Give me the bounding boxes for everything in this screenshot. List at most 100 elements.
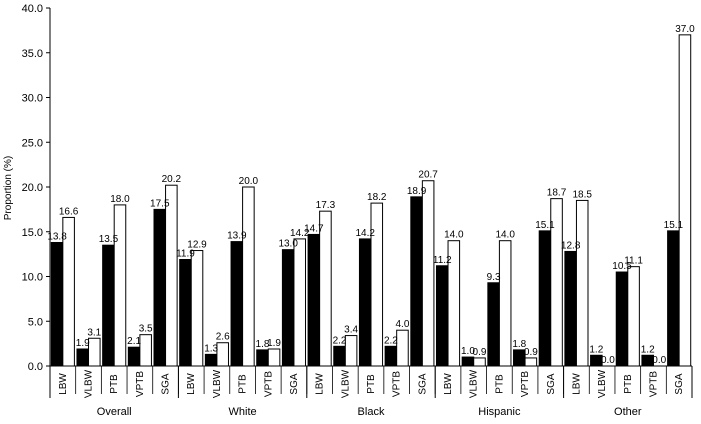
bar-series-1	[435, 265, 449, 367]
bar-series-2	[678, 34, 692, 367]
bar-series-1	[230, 241, 244, 367]
data-label: 14.2	[290, 228, 310, 239]
bar-series-1	[487, 282, 500, 367]
category-label: VLBW	[469, 369, 480, 398]
data-label: 0.9	[473, 347, 487, 358]
data-label: 14.0	[444, 230, 464, 241]
bar-series-2	[575, 199, 589, 367]
data-labels: 13.816.61.93.113.518.02.13.517.520.211.9…	[47, 24, 695, 366]
group-label: Overall	[97, 406, 132, 418]
category-label: VLBW	[84, 369, 95, 398]
data-label: 9.3	[487, 272, 501, 283]
category-label: LBW	[571, 373, 582, 395]
y-tick-label: 10.0	[22, 272, 43, 284]
data-label: 20.2	[162, 174, 182, 185]
bar-series-2	[190, 250, 204, 367]
data-label: 12.9	[187, 240, 207, 251]
category-label: LBW	[315, 373, 326, 395]
data-label: 18.9	[407, 186, 427, 197]
bar-series-2	[88, 337, 101, 367]
bar-series-1	[76, 348, 90, 367]
category-label: LBW	[443, 373, 454, 395]
x-axis: LBW VLBW PTB VPTB SGA Overall LBW VLBW PTB VPTB SG…	[49, 365, 693, 418]
data-label: 15.1	[535, 220, 555, 231]
data-label: 13.9	[227, 231, 247, 242]
data-label: 12.8	[561, 240, 581, 251]
category-label: VLBW	[340, 369, 351, 398]
category-label: PTB	[623, 374, 634, 394]
data-label: 1.3	[204, 343, 218, 354]
category-label: PTB	[238, 374, 249, 394]
data-label: 14.7	[304, 223, 324, 234]
group-label: Black	[358, 406, 385, 418]
bar-series-2	[396, 329, 409, 367]
category-label: VLBW	[597, 369, 608, 398]
bar-series-1	[127, 346, 141, 367]
data-label: 0.0	[601, 355, 615, 366]
data-label: 1.0	[461, 346, 475, 357]
bar-series-2	[627, 266, 640, 367]
data-label: 18.7	[547, 188, 567, 199]
bar-series-1	[358, 238, 372, 367]
bar-series-2	[242, 186, 255, 367]
bar-series-1	[410, 196, 423, 367]
y-tick-label: 5.0	[28, 316, 43, 328]
group-label: Hispanic	[478, 406, 521, 418]
bar-series-1	[667, 230, 680, 367]
data-label: 15.1	[664, 220, 684, 231]
category-label: VPTB	[263, 371, 274, 397]
data-label: 1.2	[641, 344, 655, 355]
category-label: LBW	[186, 373, 197, 395]
category-label: PTB	[366, 374, 377, 394]
data-label: 3.5	[139, 324, 153, 335]
data-label: 2.2	[384, 335, 398, 346]
bar-series-2	[267, 348, 281, 367]
y-axis-ticks: 0.0 5.0 10.0 15.0 20.0 25.0 30.0 35.0 40.0	[22, 3, 51, 373]
data-label: 2.6	[216, 332, 230, 343]
group-label: Other	[614, 406, 642, 418]
bar-series-2	[421, 180, 435, 367]
data-label: 11.1	[624, 256, 643, 267]
y-tick-label: 15.0	[22, 227, 43, 239]
bar-series-1	[384, 345, 398, 367]
category-label: SGA	[289, 373, 300, 394]
data-label: 1.8	[512, 339, 526, 350]
category-label: VPTB	[135, 371, 146, 397]
bar-series-1	[615, 271, 629, 367]
bars	[50, 34, 692, 367]
data-label: 11.2	[433, 255, 452, 266]
data-label: 2.2	[333, 335, 347, 346]
category-label: VPTB	[520, 371, 531, 397]
data-label: 14.2	[355, 228, 375, 239]
bar-series-1	[204, 353, 218, 367]
y-tick-label: 30.0	[22, 93, 43, 105]
y-tick-label: 25.0	[22, 137, 43, 149]
y-tick-label: 20.0	[22, 182, 43, 194]
data-label: 1.8	[256, 339, 270, 350]
data-label: 0.0	[652, 355, 666, 366]
data-label: 0.9	[524, 347, 538, 358]
bar-series-1	[153, 208, 167, 367]
y-axis-title: Proportion (%)	[3, 156, 14, 220]
data-label: 1.2	[589, 344, 603, 355]
data-label: 14.0	[495, 230, 515, 241]
group-label: White	[229, 406, 257, 418]
bar-series-2	[498, 240, 512, 367]
bar-series-2	[293, 238, 307, 367]
data-label: 16.6	[59, 206, 79, 217]
bar-series-2	[165, 184, 178, 367]
category-label: VPTB	[648, 371, 659, 397]
bar-series-1	[307, 233, 321, 367]
category-label: SGA	[674, 373, 685, 394]
data-label: 18.2	[367, 192, 387, 203]
data-label: 3.4	[344, 325, 358, 336]
bar-series-2	[139, 334, 152, 367]
bar-series-1	[50, 241, 64, 367]
data-label: 2.1	[127, 336, 141, 347]
bar-series-2	[473, 357, 486, 367]
bar-series-2	[216, 342, 229, 367]
y-tick-label: 40.0	[22, 3, 43, 15]
data-label: 18.5	[572, 189, 592, 200]
bar-series-1	[256, 349, 269, 367]
